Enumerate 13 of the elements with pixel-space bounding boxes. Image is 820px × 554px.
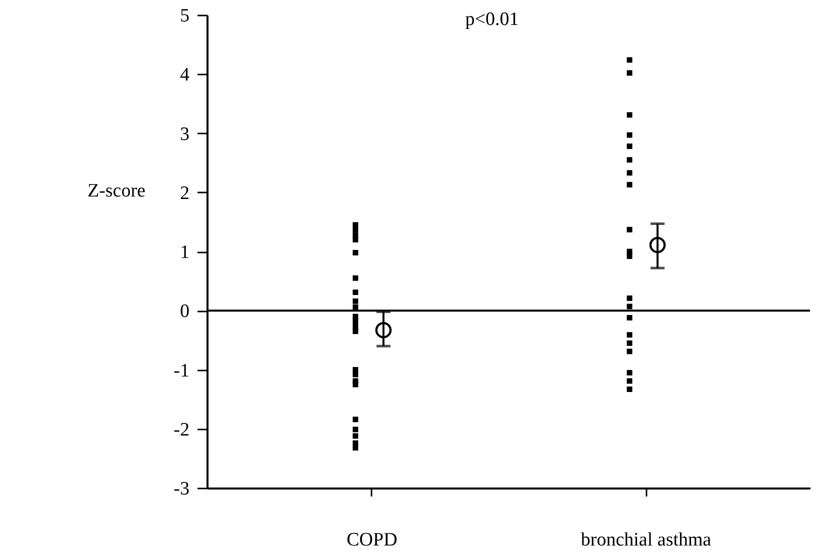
y-tick-label: 1 (180, 242, 190, 263)
y-tick-label: -3 (174, 478, 190, 500)
x-tick-label: bronchial asthma (580, 530, 712, 550)
x-tick-label: COPD (346, 530, 398, 550)
y-tick-label: 2 (180, 182, 190, 204)
y-tick-label: -1 (174, 360, 190, 382)
y-tick-label: 4 (180, 64, 190, 86)
y-axis-title: Z-score (87, 180, 146, 202)
y-tick-label: 5 (180, 6, 190, 26)
annotation: p<0.01 (465, 9, 519, 30)
y-tick-label: -2 (174, 419, 190, 440)
y-tick-label: 0 (180, 301, 190, 322)
y-tick-label: 3 (180, 124, 190, 145)
